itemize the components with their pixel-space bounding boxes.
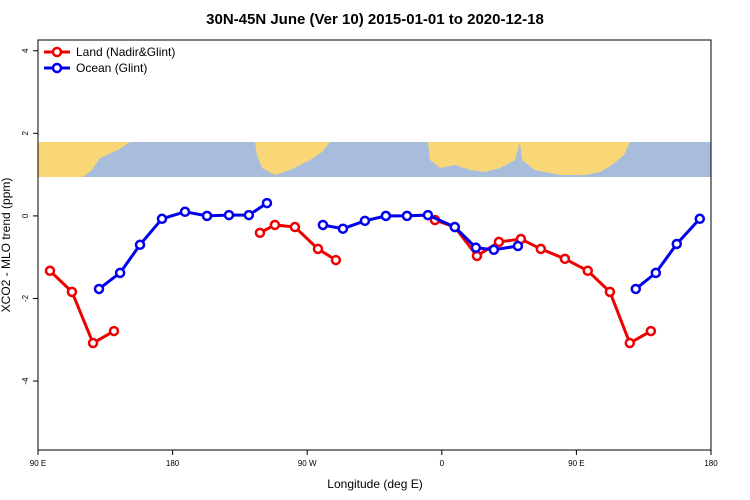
- legend-label: Land (Nadir&Glint): [76, 45, 175, 59]
- y-tick-label: -2: [21, 294, 30, 302]
- data-point: [337, 223, 349, 234]
- map-strip: [38, 142, 711, 177]
- data-point: [66, 286, 78, 298]
- data-point: [289, 221, 301, 233]
- x-axis-label: Longitude (deg E): [327, 477, 422, 491]
- data-point: [93, 283, 105, 295]
- plot-frame: [37, 39, 712, 451]
- series-line: [634, 217, 701, 291]
- data-point: [512, 240, 524, 252]
- x-tick-label: 90 W: [298, 459, 317, 468]
- data-point: [582, 265, 594, 277]
- legend-marker: [51, 62, 63, 74]
- data-point: [114, 267, 126, 279]
- x-tick-label: 180: [166, 459, 180, 468]
- data-point: [87, 337, 99, 349]
- data-point: [359, 215, 371, 227]
- data-point: [317, 219, 329, 231]
- data-point: [535, 243, 547, 255]
- y-tick-label: 4: [21, 48, 30, 53]
- y-tick-label: -4: [21, 377, 30, 385]
- data-point: [223, 209, 235, 221]
- data-point: [134, 239, 146, 251]
- data-point: [44, 265, 56, 277]
- series-line: [48, 269, 115, 346]
- data-point: [488, 244, 500, 255]
- data-point: [380, 210, 392, 222]
- data-point: [108, 325, 120, 337]
- data-point: [401, 210, 413, 222]
- data-point: [604, 286, 616, 298]
- data-point: [694, 213, 706, 225]
- data-point: [269, 219, 281, 231]
- land: [428, 142, 520, 172]
- y-tick-label: 2: [21, 131, 30, 136]
- land: [38, 142, 83, 177]
- data-point: [254, 227, 266, 239]
- legend-marker: [51, 46, 63, 58]
- data-point: [624, 337, 636, 349]
- y-axis-label: XCO2 - MLO trend (ppm): [0, 178, 13, 313]
- y-tick-label: 0: [21, 213, 30, 218]
- data-point: [493, 236, 505, 248]
- data-point: [422, 209, 434, 221]
- data-point: [261, 197, 273, 209]
- x-tick-label: 90 E: [30, 459, 46, 468]
- land: [255, 142, 330, 175]
- data-point: [470, 242, 482, 253]
- data-point: [645, 325, 657, 337]
- data-point: [650, 267, 662, 279]
- x-tick-label: 0: [440, 459, 445, 468]
- data-point: [201, 210, 213, 222]
- data-point: [312, 243, 324, 255]
- x-tick-label: 90 E: [568, 459, 584, 468]
- land: [520, 142, 630, 175]
- data-point: [671, 238, 683, 250]
- legend-item: Ocean (Glint): [44, 61, 147, 75]
- data-point: [630, 283, 642, 295]
- legend-label: Ocean (Glint): [76, 61, 147, 75]
- x-tick-label: 180: [704, 459, 718, 468]
- data-point: [330, 254, 342, 266]
- data-point: [449, 221, 461, 233]
- data-point: [179, 206, 191, 218]
- data-point: [243, 209, 255, 221]
- data-point: [156, 213, 168, 225]
- legend-item: Land (Nadir&Glint): [44, 45, 175, 59]
- chart-title: 30N-45N June (Ver 10) 2015-01-01 to 2020…: [206, 11, 544, 28]
- data-point: [471, 250, 483, 262]
- series-line: [322, 213, 519, 252]
- data-point: [559, 253, 571, 265]
- land: [83, 142, 130, 177]
